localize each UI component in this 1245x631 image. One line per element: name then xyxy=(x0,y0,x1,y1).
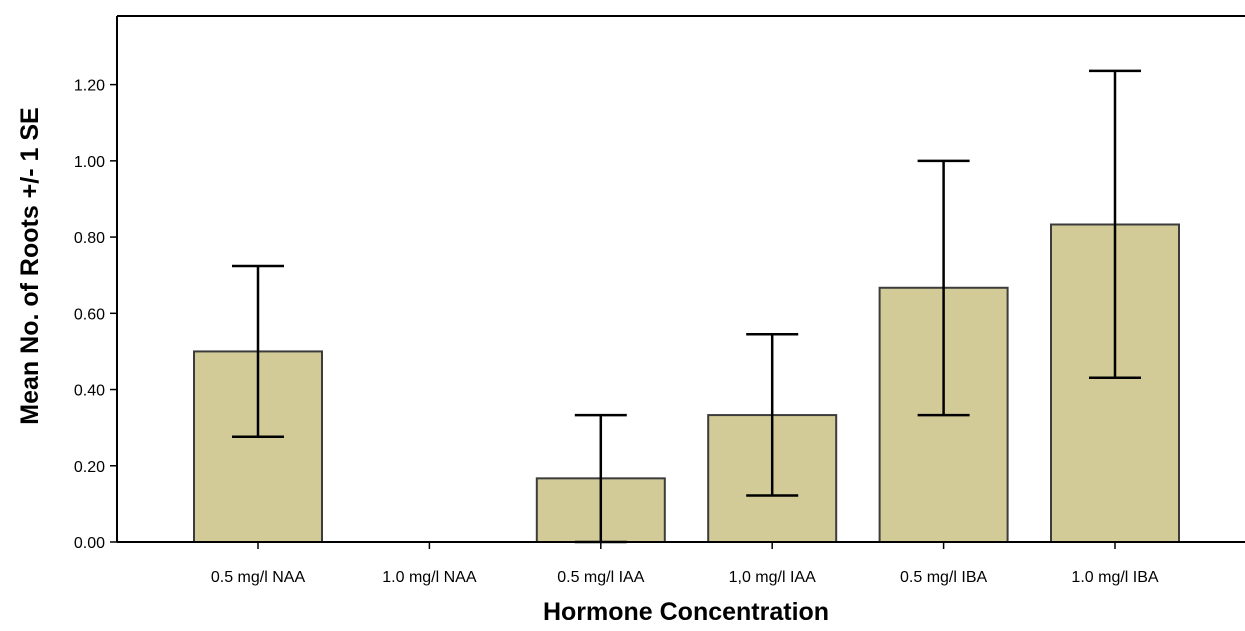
error-bars-layer xyxy=(232,69,1141,544)
x-tick-label: 0.5 mg/l NAA xyxy=(211,569,306,586)
x-tick-label: 0.5 mg/l IBA xyxy=(900,569,987,586)
x-tick-label: 1.0 mg/l NAA xyxy=(382,569,477,586)
x-axis-title: Hormone Concentration xyxy=(543,598,829,626)
y-tick-label: 1.20 xyxy=(74,78,105,95)
y-tick-label: 0.60 xyxy=(74,306,105,323)
y-tick-label: 0.80 xyxy=(74,230,105,247)
y-axis-title: Mean No. of Roots +/- 1 SE xyxy=(16,107,44,424)
x-tick-label: 1,0 mg/l IAA xyxy=(729,569,816,586)
y-tick-label: 0.40 xyxy=(74,383,105,400)
bars-layer xyxy=(193,223,1180,543)
x-tick-label: 0.5 mg/l IAA xyxy=(557,569,644,586)
x-tick-label: 1.0 mg/l IBA xyxy=(1071,569,1158,586)
y-tick-label: 1.00 xyxy=(74,154,105,171)
y-tick-label: 0.20 xyxy=(74,459,105,476)
y-tick-label: 0.00 xyxy=(74,535,105,552)
axes-layer: 0.00 0.20 0.40 0.60 0.80 1.00 1.20 0.5 mg/l NAA… xyxy=(74,15,1245,586)
